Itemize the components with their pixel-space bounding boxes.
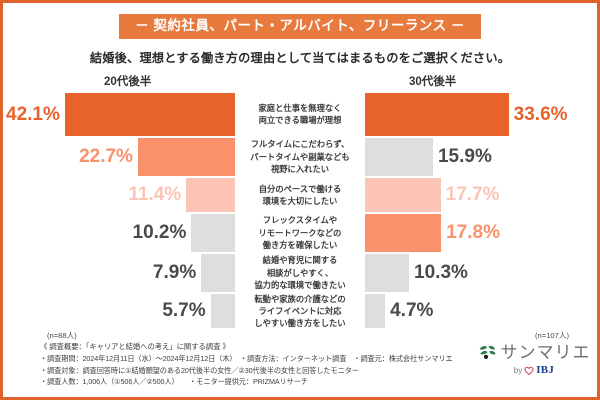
bar-30s [365,253,410,292]
row-label: 転動や家族の介護などの ライフイベントに対応 しやすい働き方をしたい [235,294,365,328]
row-label: フレックスタイムや リモートワークなどの 働き方を確保したい [235,214,365,252]
bar-value-30s: 17.8% [446,222,500,244]
bar-20s [186,177,235,212]
row-label: 結婚や育児に関する 相談がしやすく、 協力的な環境で働きたい [235,254,365,292]
bar-value-20s: 7.9% [152,262,197,284]
survey-note-line: ・調査人数：1,006人（①506人／②500人） ・モニター提供元：PRIZM… [40,377,308,387]
bar-value-20s: 22.7% [79,146,133,168]
bar-20s [64,92,235,136]
bar-group-30s: 17.8% [365,213,594,252]
category-banner: － 契約社員、パート・アルバイト、フリーランス － [119,14,481,39]
bar-value-20s: 10.2% [132,222,187,244]
bar-value-30s: 4.7% [390,300,434,322]
bar-group-20s: 5.7% [6,293,235,328]
row-label-text: 自分のペースで働ける 環境を大切にしたい [259,183,342,207]
row-label-text: フルタイムにこだわらず、 パートタイムや副業なども 視野に入れたい [250,138,349,174]
bar-30s [365,177,441,212]
bar-value-30s: 10.3% [414,262,468,284]
row-label: 家庭と仕事を無理なく 両立できる職場が理想 [235,93,365,136]
bar-30s [365,213,442,252]
bar-value-30s: 33.6% [513,103,568,125]
row-label-line: 転動や家族の介護などの [254,293,346,304]
row-label-line: 協力的な環境で働きたい [254,279,346,290]
bar-30s [365,293,386,328]
bar-30s [365,92,509,136]
bar-group-20s: 11.4% [6,177,235,212]
survey-note-line: ・調査対象：調査回答時に①結婚願望のある20代後半の女性／②30代後半の女性と回… [40,365,359,375]
logo-ibj-text: IBJ [536,364,555,376]
column-header-30s: 30代後半 [409,75,457,88]
bar-20s [210,293,235,328]
logo-main-row: サンマリエ [474,344,594,361]
bar-group-20s: 42.1% [6,92,235,136]
row-label-line: パートタイムや副業なども [250,151,350,162]
row-label-text: 家庭と仕事を無理なく 両立できる職場が理想 [259,102,342,126]
row-label-line: 働き方を確保したい [262,239,338,250]
bar-20s [201,253,235,292]
row-label-line: 環境を大切にしたい [262,195,338,206]
row-label-line: 自分のペースで働ける [258,183,342,194]
bar-group-30s: 17.7% [365,177,594,212]
column-headers: 20代後半 30代後半 [3,73,597,91]
column-header-20s: 20代後半 [104,75,152,88]
sample-size-right: (n=107人) [535,330,569,340]
heart-icon [524,366,534,375]
row-label-text: フレックスタイムや リモートワークなどの 働き方を確保したい [259,214,342,250]
row-label-text: 転動や家族の介護などの ライフイベントに対応 しやすい働き方をしたい [254,293,345,329]
bar-value-20s: 42.1% [6,103,60,125]
row-label-line: フルタイムにこだわらず、 [250,139,350,150]
bar-value-20s: 5.7% [162,300,206,322]
survey-note-line: 《 調査概要：「キャリアと結婚への考え」に関する調査 》 [40,342,230,351]
holly-leaf-icon [479,345,496,359]
sample-size-row: (n=88人) (n=107人) [3,330,597,342]
row-label-line: ライフイベントに対応 [258,305,342,316]
page-title: 結婚後、理想とする働き方の理由として当てはまるものをご選択ください。 [89,50,511,65]
chart-row: 42.1% 家庭と仕事を無理なく 両立できる職場が理想 33.6% [6,92,594,136]
bar-group-20s: 10.2% [6,213,235,252]
bar-value-30s: 15.9% [437,146,492,168]
row-label-line: 視野に入れたい [270,163,330,174]
logo-byline: by IBJ [474,364,594,376]
row-label: 自分のペースで働ける 環境を大切にしたい [235,178,365,212]
row-label-line: 結婚や育児に関する [262,255,338,266]
chart-row: 22.7% フルタイムにこだわらず、 パートタイムや副業なども 視野に入れたい 15.9… [6,137,594,176]
row-label-text: 結婚や育児に関する 相談がしやすく、 協力的な環境で働きたい [254,254,345,290]
sample-size-left: (n=88人) [47,330,77,340]
chart-row: 10.2% フレックスタイムや リモートワークなどの 働き方を確保したい 17.8% [6,213,594,252]
chart-row: 7.9% 結婚や育児に関する 相談がしやすく、 協力的な環境で働きたい 10.3% [6,253,594,292]
row-label-line: リモートワークなどの [258,227,342,238]
row-label: フルタイムにこだわらず、 パートタイムや副業なども 視野に入れたい [235,138,365,176]
bar-group-20s: 7.9% [6,253,235,292]
row-label-line: 相談がしやすく、 [266,267,334,278]
bar-group-30s: 4.7% [365,293,594,328]
banner-container: － 契約社員、パート・アルバイト、フリーランス － [3,14,597,39]
row-label-line: 両立できる職場が理想 [258,115,342,126]
chart-row: 11.4% 自分のペースで働ける 環境を大切にしたい 17.7% [6,177,594,212]
bar-group-20s: 22.7% [6,137,235,176]
diverging-bar-chart: 42.1% 家庭と仕事を無理なく 両立できる職場が理想 33.6% 22.7% フルタイム… [3,92,597,328]
bar-20s [137,137,235,176]
survey-note-line: ・調査期間：2024年12月11日（水）～2024年12月12日（木） ・調査方… [40,353,453,363]
bar-value-20s: 11.4% [128,184,182,206]
survey-notes: 《 調査概要：「キャリアと結婚への考え」に関する調査 》・調査期間：2024年1… [6,340,474,388]
row-label-line: しやすい働き方をしたい [254,317,346,328]
brand-logo: サンマリエ by IBJ [474,340,594,376]
logo-by-label: by [513,365,523,375]
row-label-line: 家庭と仕事を無理なく [258,103,342,113]
bar-group-30s: 15.9% [365,137,594,176]
row-label-line: フレックスタイムや [262,215,338,226]
footer: 《 調査概要：「キャリアと結婚への考え」に関する調査 》・調査期間：2024年1… [6,340,594,394]
logo-wordmark: サンマリエ [500,343,591,362]
bar-group-30s: 10.3% [365,253,594,292]
bar-30s [365,137,433,176]
bar-20s [191,213,235,252]
bar-value-30s: 17.7% [445,184,500,206]
chart-row: 5.7% 転動や家族の介護などの ライフイベントに対応 しやすい働き方をしたい 4.7% [6,294,594,328]
bar-group-30s: 33.6% [365,92,594,136]
